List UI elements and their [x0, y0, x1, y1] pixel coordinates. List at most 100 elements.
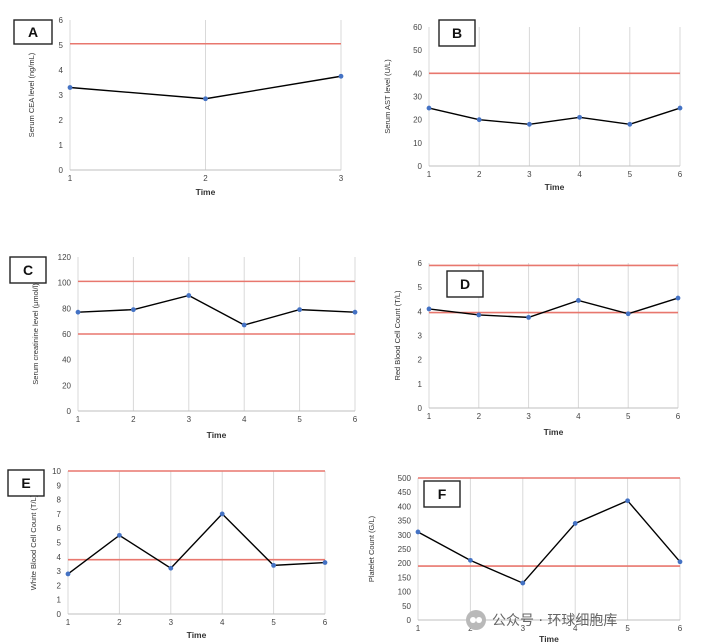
panel-a-point-1 — [67, 85, 73, 90]
panel-e-ytick-label: 8 — [57, 496, 62, 505]
panel-b-xtick-label: 6 — [678, 170, 683, 179]
panel-d-point-1 — [426, 306, 432, 312]
panel-b-point-4 — [577, 114, 582, 120]
panel-e-point-4 — [219, 511, 225, 517]
panel-e-xtick-label: 5 — [271, 618, 276, 627]
panel-a-x-axis-title: Time — [196, 187, 216, 197]
panel-b-point-3 — [527, 121, 532, 127]
panel-a-ytick-label: 3 — [59, 91, 64, 100]
panel-f-xtick-label: 5 — [625, 624, 630, 633]
panel-e-ytick-label: 2 — [57, 581, 62, 590]
panel-f-series-line — [417, 499, 681, 584]
panel-e-ytick-label: 9 — [57, 481, 62, 490]
panel-e-point-3 — [168, 565, 174, 571]
panel-e-xtick-label: 2 — [117, 618, 122, 627]
panel-f-chart: 050100150200250300350400450500123456Time… — [367, 474, 683, 644]
panel-a-xtick-label: 2 — [203, 174, 208, 183]
panel-b-xtick-label: 5 — [628, 170, 633, 179]
panel-d-label-box — [446, 270, 484, 298]
panel-f-ytick-label: 500 — [398, 474, 412, 483]
panel-f-ytick-label: 50 — [402, 602, 411, 611]
panel-f-ytick-label: 400 — [398, 502, 412, 511]
panel-d-ytick-label: 3 — [418, 332, 423, 341]
panel-b-point-2 — [476, 117, 482, 123]
panel-e-xtick-label: 3 — [169, 618, 174, 627]
panel-d-ytick-label: 4 — [418, 307, 423, 316]
panel-d-ytick-label: 2 — [418, 356, 423, 365]
panel-a-ytick-label: 4 — [59, 66, 64, 75]
panel-f-point-3 — [520, 580, 526, 586]
panel-e-point-5 — [271, 562, 276, 568]
panel-e-y-axis-title: White Blood Cell Count (T/L) — [29, 494, 38, 590]
panel-a-y-axis-title: Serum CEA level (ng/mL) — [27, 52, 36, 137]
panel-f-ytick-label: 250 — [398, 545, 412, 554]
panel-c-chart: 0 20 40 60 80 100 120 1 2 3 4 5 6 Time Serum creatinin… — [9, 253, 358, 440]
panel-c-xtick-label: 4 — [242, 415, 247, 424]
panel-d-ytick-label: 6 — [418, 259, 423, 268]
panel-d-xtick-label: 5 — [626, 412, 631, 421]
panel-b-ytick-label: 40 — [413, 69, 422, 78]
panel-a-ytick-label: 0 — [59, 166, 64, 175]
panel-d-y-axis-title: Red Blood Cell Count (T/L) — [393, 290, 402, 381]
panel-e-label-box — [7, 469, 45, 497]
panel-d-ytick-label: 5 — [418, 283, 423, 292]
panel-f-ytick-label: 450 — [398, 488, 412, 497]
watermark: 公众号 · 环球细胞库 — [466, 610, 617, 630]
wechat-icon — [466, 610, 486, 630]
panel-e-series-line — [67, 512, 326, 575]
panel-b-point-6 — [677, 105, 683, 111]
watermark-text: 公众号 · 环球细胞库 — [492, 613, 618, 629]
panel-f-y-axis-title: Platelet Count (G/L) — [367, 515, 376, 582]
panel-f-ytick-label: 0 — [407, 616, 412, 625]
panel-b-x-axis-title: Time — [545, 182, 565, 192]
panel-c-ytick-label: 80 — [62, 304, 71, 313]
panel-b-xtick-label: 4 — [577, 170, 582, 179]
panel-e-point-2 — [117, 532, 122, 538]
panel-d-point-5 — [625, 311, 631, 317]
panel-d-point-3 — [526, 314, 531, 320]
panel-c-xtick-label: 1 — [76, 415, 81, 424]
panel-f-xtick-label: 6 — [678, 624, 683, 633]
panel-c-series-line — [77, 294, 356, 326]
panel-c-ytick-label: 0 — [67, 407, 72, 416]
panel-b-label: B — [452, 25, 462, 41]
panel-c-point-5 — [297, 307, 302, 313]
panel-e-ytick-label: 1 — [57, 596, 62, 605]
panel-d-label: D — [460, 276, 470, 292]
panel-b-ytick-label: 50 — [413, 46, 422, 55]
panel-e-point-1 — [65, 571, 71, 577]
panel-c-ytick-label: 100 — [58, 279, 72, 288]
panel-c-ytick-label: 20 — [62, 381, 71, 390]
panel-c-point-4 — [241, 322, 247, 328]
panel-a-point-3 — [338, 73, 344, 79]
panel-b-ytick-label: 30 — [413, 93, 422, 102]
panel-c-label-box — [9, 256, 47, 284]
panel-b-ytick-label: 60 — [413, 23, 422, 32]
panel-f-ytick-label: 100 — [398, 588, 412, 597]
panel-b-ytick-label: 10 — [413, 139, 422, 148]
panel-d-series-line — [428, 297, 679, 319]
panel-c-xtick-label: 2 — [131, 415, 136, 424]
panel-e-ytick-label: 4 — [57, 553, 62, 562]
panel-c-xtick-label: 5 — [297, 415, 302, 424]
panel-e-label: E — [21, 475, 30, 491]
panel-b-y-axis-title: Serum AST level (U/L) — [383, 59, 392, 134]
panel-d-ytick-label: 0 — [418, 404, 423, 413]
panel-a-label-box — [13, 19, 53, 45]
panel-f-point-1 — [415, 529, 421, 535]
panel-c-point-2 — [131, 307, 136, 313]
panel-b-xtick-label: 1 — [427, 170, 432, 179]
panel-a-xtick-label: 1 — [68, 174, 73, 183]
panel-d-point-2 — [476, 312, 482, 318]
panel-b-label-box — [438, 19, 476, 47]
panel-b-series-line — [428, 107, 681, 126]
panel-f-xtick-label: 3 — [521, 624, 526, 633]
panel-c-point-1 — [75, 309, 81, 315]
panel-c-xtick-label: 3 — [187, 415, 192, 424]
panel-a-ytick-label: 6 — [59, 16, 64, 25]
panel-e-ytick-label: 7 — [57, 510, 62, 519]
